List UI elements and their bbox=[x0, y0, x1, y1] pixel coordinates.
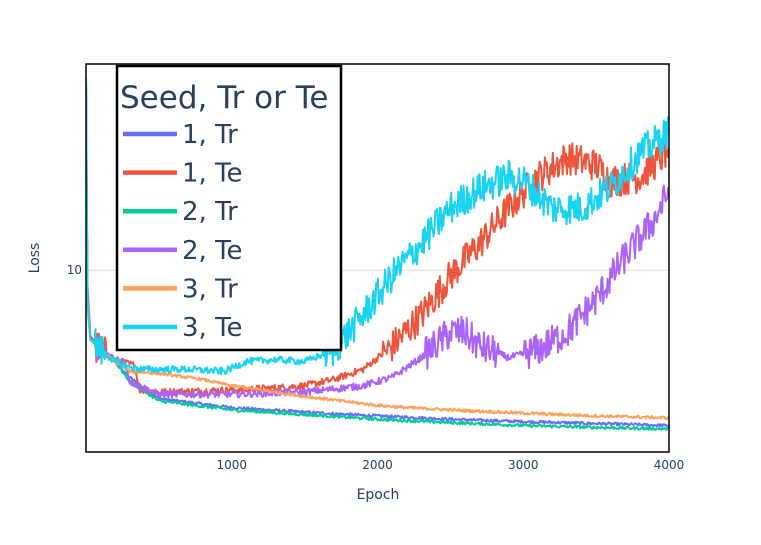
legend-title: Seed, Tr or Te bbox=[120, 80, 329, 116]
legend-label-0: 1, Tr bbox=[182, 120, 238, 150]
y-tick-label: 10 bbox=[67, 263, 82, 277]
legend-items: 1, Tr 1, Te 2, Tr 2, Te 3, Tr 3, Te bbox=[123, 120, 243, 343]
series-line-5 bbox=[86, 77, 669, 376]
series-line-4 bbox=[86, 77, 669, 421]
legend: Seed, Tr or Te 1, Tr 1, Te 2, Tr 2, Te 3, Tr… bbox=[115, 64, 343, 352]
legend-label-1: 1, Te bbox=[182, 159, 243, 189]
legend-label-5: 3, Te bbox=[182, 313, 243, 343]
series-line-3 bbox=[86, 77, 669, 399]
series-lines bbox=[86, 77, 669, 431]
series-line-1 bbox=[86, 77, 669, 396]
x-axis-title: Epoch bbox=[357, 487, 400, 503]
x-tick-label: 3000 bbox=[508, 458, 539, 472]
y-axis-title: Loss bbox=[27, 243, 43, 274]
plot-frame bbox=[85, 63, 670, 453]
legend-label-4: 3, Tr bbox=[182, 274, 238, 304]
series-line-0 bbox=[86, 77, 669, 428]
legend-box bbox=[115, 64, 343, 352]
x-tick-label: 1000 bbox=[216, 458, 247, 472]
legend-label-2: 2, Tr bbox=[182, 197, 238, 227]
x-tick-label: 4000 bbox=[654, 458, 685, 472]
y-axis-ticks: 10 bbox=[67, 263, 82, 277]
series-line-2 bbox=[86, 77, 669, 431]
x-tick-label: 2000 bbox=[362, 458, 393, 472]
x-axis-ticks: 1000 2000 3000 4000 bbox=[216, 458, 684, 472]
legend-label-3: 2, Te bbox=[182, 236, 243, 266]
